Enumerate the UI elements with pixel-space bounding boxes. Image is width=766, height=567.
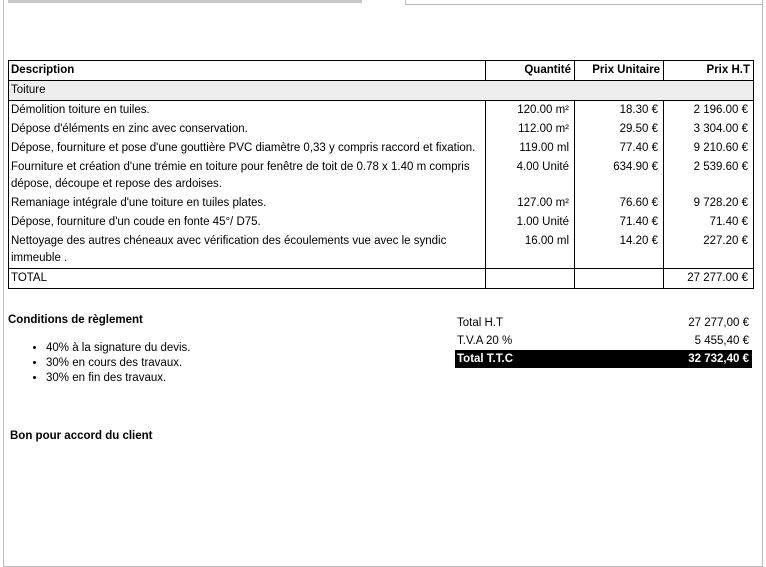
row-description: Nettoyage des autres chéneaux avec vérif…	[8, 232, 486, 269]
row-quantity: 16.00 ml	[485, 232, 575, 269]
row-unit-price: 14.20 €	[574, 232, 664, 269]
header-description: Description	[8, 60, 486, 81]
empty-cell	[485, 268, 575, 289]
totals-box: Total H.T 27 277,00 € T.V.A 20 % 5 455,40 …	[455, 314, 752, 368]
table-row: Dépose, fourniture et pose d'une gouttiè…	[8, 139, 754, 158]
table-row: Démolition toiture en tuiles. 120.00 m² 18…	[8, 100, 754, 120]
header-unit-price: Prix Unitaire	[574, 60, 664, 81]
table-row: Nettoyage des autres chéneaux avec vérif…	[8, 232, 754, 269]
row-description: Dépose, fourniture et pose d'une gouttiè…	[8, 139, 486, 158]
total-value: 27 277.00 €	[663, 268, 754, 289]
row-total: 2 196.00 €	[663, 100, 754, 120]
row-total: 71.40 €	[663, 213, 754, 232]
section-label: Toiture	[8, 80, 754, 101]
header-quantity: Quantité	[485, 60, 575, 81]
conditions-list: 40% à la signature du devis. 30% en cour…	[30, 341, 190, 386]
table-row: Remaniage intégrale d'une toiture en tui…	[8, 194, 754, 213]
row-description: Démolition toiture en tuiles.	[8, 100, 486, 120]
conditions-title: Conditions de règlement	[8, 314, 143, 326]
row-total: 227.20 €	[663, 232, 754, 269]
total-ht-label: Total H.T	[457, 317, 504, 329]
total-ht-value: 27 277,00 €	[688, 317, 749, 329]
table-row: Fourniture et création d'une trémie en t…	[8, 158, 754, 194]
table-row: Dépose, fourniture d'un coude en fonte 4…	[8, 213, 754, 232]
items-table: Description Quantité Prix Unitaire Prix …	[8, 60, 754, 289]
row-quantity: 120.00 m²	[485, 100, 575, 120]
table-header: Description Quantité Prix Unitaire Prix …	[8, 60, 754, 81]
row-description: Remaniage intégrale d'une toiture en tui…	[8, 194, 486, 213]
empty-cell	[574, 268, 664, 289]
top-box	[405, 0, 763, 5]
row-description: Fourniture et création d'une trémie en t…	[8, 158, 486, 194]
row-unit-price: 18.30 €	[574, 100, 664, 120]
row-total: 2 539.60 €	[663, 158, 754, 194]
section-row: Toiture	[8, 80, 754, 101]
total-row: TOTAL 27 277.00 €	[8, 268, 754, 289]
table-row: Dépose d'éléments en zinc avec conservat…	[8, 120, 754, 139]
row-quantity: 119.00 ml	[485, 139, 575, 158]
condition-item: 40% à la signature du devis.	[46, 341, 190, 356]
row-unit-price: 76.60 €	[574, 194, 664, 213]
total-ttc-value: 32 732,40 €	[688, 353, 749, 365]
total-ht-row: Total H.T 27 277,00 €	[455, 314, 752, 332]
tva-row: T.V.A 20 % 5 455,40 €	[455, 332, 752, 350]
row-quantity: 4.00 Unité	[485, 158, 575, 194]
total-ttc-label: Total T.T.C	[457, 353, 514, 365]
header-total: Prix H.T	[663, 60, 754, 81]
total-label: TOTAL	[8, 268, 486, 289]
row-description: Dépose d'éléments en zinc avec conservat…	[8, 120, 486, 139]
top-scroll-bar	[8, 0, 362, 3]
row-quantity: 127.00 m²	[485, 194, 575, 213]
row-total: 9 728.20 €	[663, 194, 754, 213]
tva-value: 5 455,40 €	[694, 335, 749, 347]
total-ttc-row: Total T.T.C 32 732,40 €	[455, 350, 752, 368]
condition-item: 30% en cours des travaux.	[46, 356, 190, 371]
row-quantity: 1.00 Unité	[485, 213, 575, 232]
row-quantity: 112.00 m²	[485, 120, 575, 139]
row-unit-price: 29.50 €	[574, 120, 664, 139]
row-total: 3 304.00 €	[663, 120, 754, 139]
tva-label: T.V.A 20 %	[457, 335, 513, 347]
row-total: 9 210.60 €	[663, 139, 754, 158]
row-unit-price: 77.40 €	[574, 139, 664, 158]
signature-label: Bon pour accord du client	[10, 430, 153, 442]
row-unit-price: 634.90 €	[574, 158, 664, 194]
row-description: Dépose, fourniture d'un coude en fonte 4…	[8, 213, 486, 232]
row-unit-price: 71.40 €	[574, 213, 664, 232]
condition-item: 30% en fin des travaux.	[46, 371, 190, 386]
